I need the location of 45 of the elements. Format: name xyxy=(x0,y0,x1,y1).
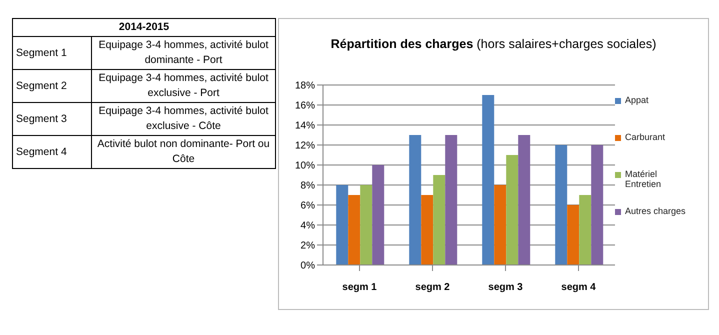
bar xyxy=(555,145,568,265)
bar xyxy=(445,135,458,265)
bar xyxy=(579,195,592,265)
text: Equipage 3-4 hommes, activité bulot dominante - Port xyxy=(92,36,276,70)
chart-subtitle: (hors salaires+charges sociales) xyxy=(476,37,656,51)
chart-title: Répartition des charges xyxy=(330,37,474,51)
bar xyxy=(591,145,604,265)
bar xyxy=(433,175,446,265)
bar xyxy=(372,165,384,265)
text: Equipage 3-4 hommes, activité bulot exclusive - Port xyxy=(92,70,276,102)
legend-label: Matériel Entretien xyxy=(625,169,662,189)
x-tick-label: segm 4 xyxy=(561,282,596,294)
bar xyxy=(360,185,372,265)
text: Segment 1 xyxy=(12,36,92,70)
bar xyxy=(567,205,580,265)
bar xyxy=(348,195,360,265)
y-tick-label: 2% xyxy=(300,240,316,252)
text: Segment 3 xyxy=(12,102,92,136)
bar xyxy=(421,195,434,265)
legend-label: Carburant xyxy=(625,132,666,142)
y-tick-label: 16% xyxy=(294,100,316,112)
legend-label: Appat xyxy=(625,95,649,105)
x-tick-label: segm 3 xyxy=(488,282,524,294)
text: Segment 4 xyxy=(12,136,92,168)
text: Segment 2 xyxy=(12,70,92,102)
y-tick-label: 4% xyxy=(300,220,316,232)
bar xyxy=(482,95,494,265)
y-tick-label: 8% xyxy=(300,180,316,192)
x-tick-label: segm 2 xyxy=(415,282,450,294)
y-tick-label: 6% xyxy=(300,200,316,212)
bar xyxy=(506,155,518,265)
text: Activité bulot non dominante- Port ou Côte xyxy=(92,136,276,168)
y-tick-label: 14% xyxy=(294,120,316,132)
y-tick-label: 0% xyxy=(300,260,316,272)
text: 2014-2015 xyxy=(12,18,276,36)
text: Equipage 3-4 hommes, activité bulot exclusive - Côte xyxy=(92,102,276,136)
y-tick-label: 10% xyxy=(294,160,316,172)
y-tick-label: 18% xyxy=(294,80,316,92)
bar xyxy=(409,135,422,265)
y-tick-label: 12% xyxy=(294,140,316,152)
legend-label: Autres charges xyxy=(625,206,686,216)
bar xyxy=(336,185,348,265)
x-tick-label: segm 1 xyxy=(342,282,378,294)
bar xyxy=(494,185,506,265)
bar xyxy=(518,135,530,265)
